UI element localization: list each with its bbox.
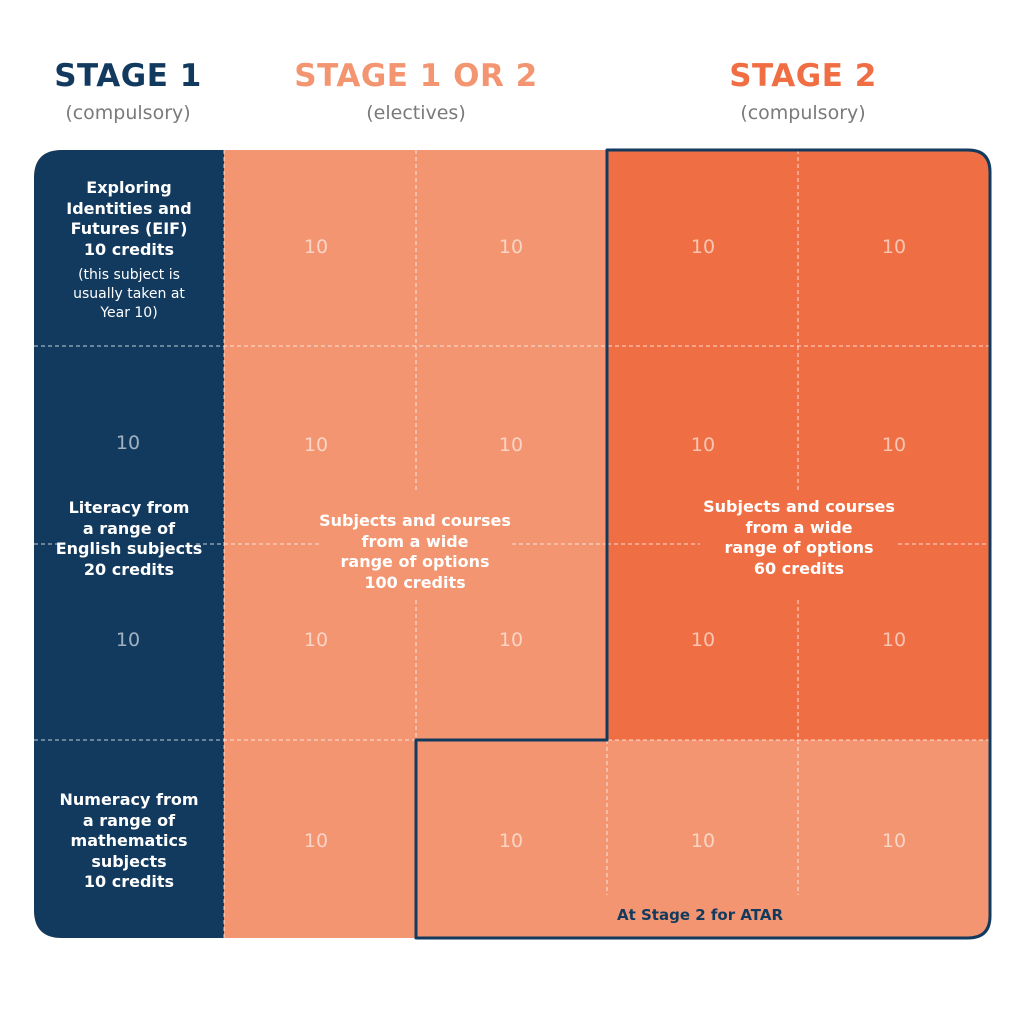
credit-value: 10 [881, 629, 907, 651]
stage12-header: STAGE 1 OR 2 (electives) [260, 58, 572, 124]
stage2-header: STAGE 2 (compulsory) [648, 58, 958, 124]
credit-value: 10 [881, 434, 907, 456]
credit-value: 10 [690, 434, 716, 456]
stage1-header: STAGE 1 (compulsory) [28, 58, 228, 124]
eif-note: (this subject is usually taken at Year 1… [73, 267, 185, 321]
stage2-outline [414, 148, 992, 940]
credit-value: 10 [881, 236, 907, 258]
eif-block: Exploring Identities and Futures (EIF) 1… [34, 178, 224, 323]
credit-value: 10 [303, 629, 329, 651]
stage12-title: STAGE 1 OR 2 [294, 58, 538, 94]
stage2-area [607, 150, 990, 740]
electives-label: Subjects and courses from a wide range o… [319, 511, 511, 592]
atar-label: At Stage 2 for ATAR [616, 906, 783, 924]
numeracy-block: Numeracy from a range of mathematics sub… [59, 790, 199, 891]
stage2-subtitle: (compulsory) [740, 102, 866, 124]
literacy-block: Literacy from a range of English subject… [55, 498, 203, 579]
credit-value: 10 [115, 629, 141, 651]
credit-value: 10 [690, 629, 716, 651]
credit-value: 10 [498, 629, 524, 651]
credit-value: 10 [690, 830, 716, 852]
stage2-label: Subjects and courses from a wide range o… [703, 497, 895, 578]
stage1-column [34, 150, 224, 938]
credit-value: 10 [498, 236, 524, 258]
stage1-title: STAGE 1 [54, 58, 202, 94]
stage2-title: STAGE 2 [729, 58, 877, 94]
credit-value: 10 [303, 236, 329, 258]
credit-value: 10 [115, 432, 141, 454]
stage12-subtitle: (electives) [366, 102, 466, 124]
credit-value: 10 [690, 236, 716, 258]
credit-value: 10 [498, 830, 524, 852]
credit-value: 10 [303, 434, 329, 456]
credit-value: 10 [498, 434, 524, 456]
credit-value: 10 [881, 830, 907, 852]
credit-value: 10 [303, 830, 329, 852]
stage1-subtitle: (compulsory) [65, 102, 191, 124]
